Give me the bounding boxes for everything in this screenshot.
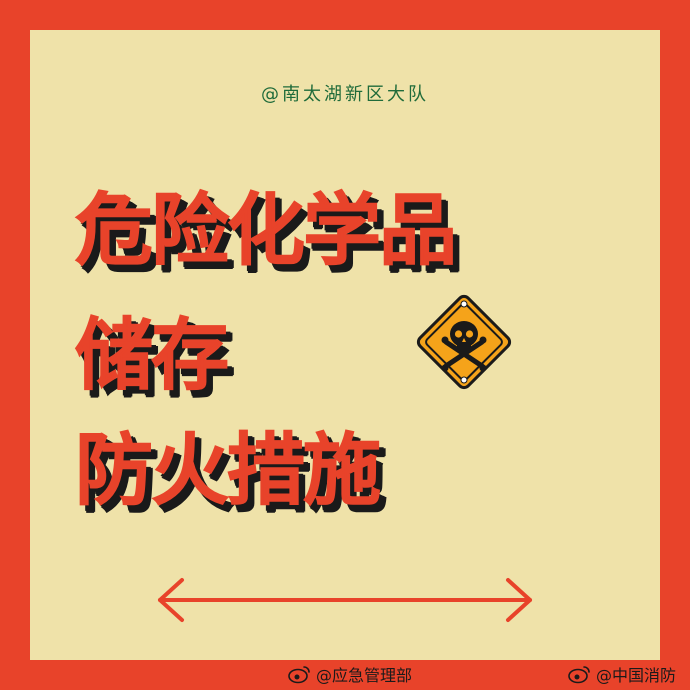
author-credit: @南太湖新区大队	[261, 84, 429, 105]
footer-credit-left: @应急管理部	[288, 662, 412, 686]
weibo-icon	[568, 666, 590, 684]
footer-credit-left-text: @应急管理部	[316, 666, 413, 685]
title-line-2: 储存	[74, 311, 229, 402]
weibo-icon	[288, 666, 310, 684]
double-arrow-icon	[158, 578, 532, 622]
footer-credit-right: @中国消防	[568, 662, 676, 686]
poster-panel	[30, 30, 660, 660]
title-line-3: 防火措施	[74, 426, 381, 517]
title-line-1: 危险化学品	[74, 186, 457, 277]
footer-credit-right-text: @中国消防	[596, 666, 677, 685]
hazard-skull-icon	[416, 294, 512, 390]
